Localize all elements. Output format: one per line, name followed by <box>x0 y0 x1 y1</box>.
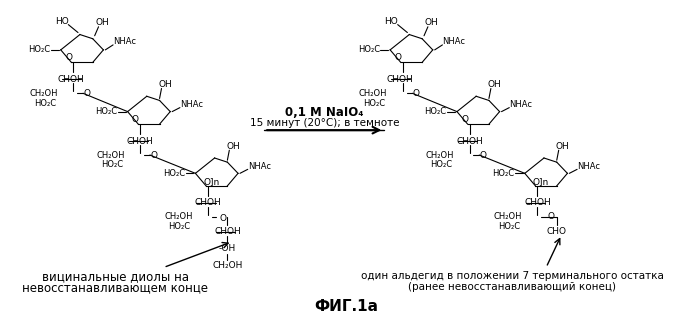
Text: O: O <box>83 89 90 98</box>
Text: OH: OH <box>425 18 439 27</box>
Text: CHOH: CHOH <box>57 75 84 84</box>
Text: O: O <box>547 212 554 221</box>
Text: HO: HO <box>384 17 398 26</box>
Text: CHOH: CHOH <box>194 198 222 207</box>
Text: CHO: CHO <box>547 227 567 236</box>
Text: O: O <box>394 53 401 62</box>
Text: -OH: -OH <box>219 244 236 253</box>
Text: NHAc: NHAc <box>180 100 203 109</box>
Text: один альдегид в положении 7 терминального остатка: один альдегид в положении 7 терминальног… <box>361 271 663 281</box>
Text: вицинальные диолы на: вицинальные диолы на <box>41 270 189 283</box>
Text: ФИГ.1а: ФИГ.1а <box>315 299 379 314</box>
Text: HO₂C: HO₂C <box>163 169 185 178</box>
Text: CHOH: CHOH <box>456 137 483 146</box>
Text: CHOH: CHOH <box>387 75 413 84</box>
Text: OH: OH <box>96 18 109 27</box>
Text: O: O <box>132 115 139 124</box>
Text: CH₂OH: CH₂OH <box>164 212 192 221</box>
Text: HO₂C: HO₂C <box>34 99 56 108</box>
Text: HO₂C: HO₂C <box>95 107 117 116</box>
Text: NHAc: NHAc <box>442 37 466 46</box>
Text: NHAc: NHAc <box>248 162 271 171</box>
Text: CHOH: CHOH <box>214 227 240 236</box>
Text: CH₂OH: CH₂OH <box>426 151 454 159</box>
Text: 15 минут (20°C); в темноте: 15 минут (20°C); в темноте <box>250 118 399 128</box>
Text: OH: OH <box>556 142 570 151</box>
Text: O: O <box>65 53 72 62</box>
Text: HO₂C: HO₂C <box>29 45 50 55</box>
Text: CH₂OH: CH₂OH <box>96 151 124 159</box>
Text: O]n: O]n <box>533 177 549 186</box>
Text: OH: OH <box>159 80 172 89</box>
Text: O: O <box>480 151 487 159</box>
Text: NHAc: NHAc <box>510 100 533 109</box>
Text: CHOH: CHOH <box>524 198 551 207</box>
Text: HO₂C: HO₂C <box>363 99 385 108</box>
Text: CHOH: CHOH <box>127 137 154 146</box>
Text: O: O <box>461 115 468 124</box>
Text: O]n: O]n <box>203 177 219 186</box>
Text: (ранее невосстанавливающий конец): (ранее невосстанавливающий конец) <box>408 282 617 293</box>
Text: O: O <box>150 151 157 159</box>
Text: HO₂C: HO₂C <box>430 160 452 170</box>
Text: 0,1 M NaIO₄: 0,1 M NaIO₄ <box>285 106 363 119</box>
Text: HO₂C: HO₂C <box>424 107 447 116</box>
Text: CH₂OH: CH₂OH <box>29 89 58 98</box>
Text: O: O <box>413 89 420 98</box>
Text: HO₂C: HO₂C <box>168 222 191 231</box>
Text: HO₂C: HO₂C <box>498 222 520 231</box>
Text: NHAc: NHAc <box>577 162 600 171</box>
Text: невосстанавливающем конце: невосстанавливающем конце <box>22 281 208 294</box>
Text: HO₂C: HO₂C <box>492 169 514 178</box>
Text: OH: OH <box>226 142 240 151</box>
Text: CH₂OH: CH₂OH <box>212 261 243 270</box>
Text: NHAc: NHAc <box>113 37 136 46</box>
Text: OH: OH <box>488 80 502 89</box>
Text: HO: HO <box>55 17 69 26</box>
Text: CH₂OH: CH₂OH <box>493 212 522 221</box>
Text: O: O <box>219 214 226 223</box>
Text: HO₂C: HO₂C <box>101 160 123 170</box>
Text: HO₂C: HO₂C <box>358 45 380 55</box>
Text: CH₂OH: CH₂OH <box>359 89 387 98</box>
